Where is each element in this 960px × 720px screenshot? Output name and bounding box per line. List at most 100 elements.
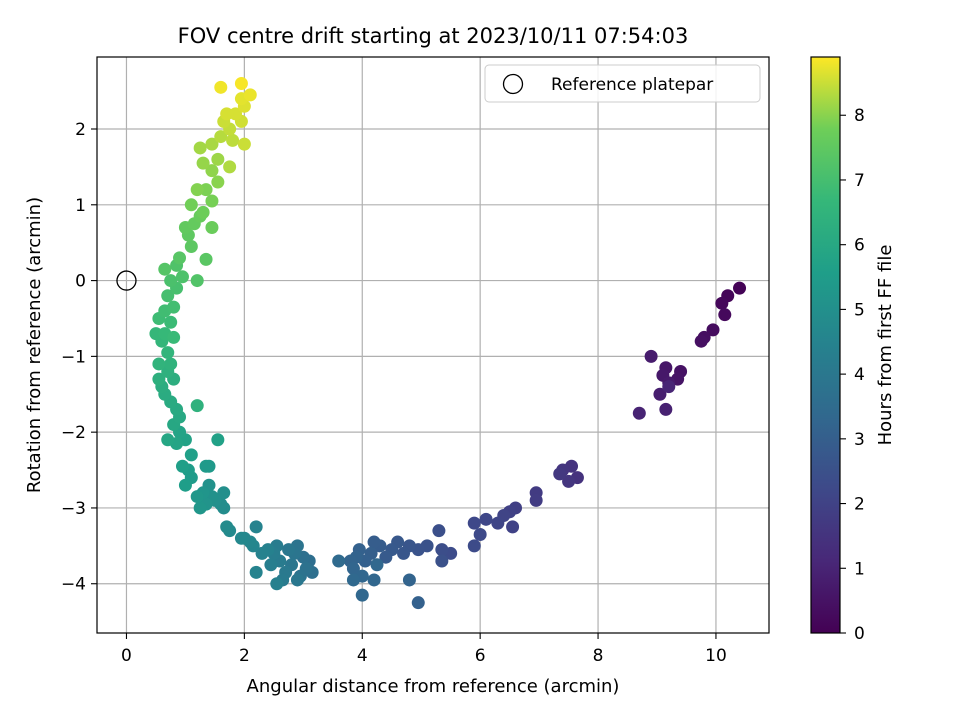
- data-point: [402, 573, 416, 587]
- x-tick-label: 0: [121, 646, 132, 666]
- y-tick-label: −2: [61, 423, 86, 443]
- legend: Reference platepar: [484, 64, 761, 103]
- data-point: [152, 372, 166, 386]
- legend-marker: [502, 73, 524, 95]
- data-point: [379, 550, 393, 564]
- x-tick-label: 2: [239, 646, 250, 666]
- data-point: [223, 160, 237, 174]
- data-point: [205, 137, 219, 151]
- data-point: [220, 107, 234, 121]
- data-point: [199, 459, 213, 473]
- data-point: [220, 520, 234, 534]
- data-point: [173, 251, 187, 265]
- colorbar: [811, 57, 840, 633]
- y-axis-ticks: −4 −3 −2 −1 0 1 2: [61, 120, 97, 595]
- data-point: [632, 406, 646, 420]
- data-point: [167, 330, 181, 344]
- y-tick-label: 1: [75, 196, 86, 216]
- data-point: [562, 474, 576, 488]
- colorbar-tick-label: 6: [854, 236, 865, 256]
- data-point: [237, 137, 251, 151]
- x-tick-label: 6: [475, 646, 486, 666]
- data-point: [733, 281, 747, 295]
- data-point: [644, 349, 658, 363]
- data-point: [184, 198, 198, 212]
- data-point: [211, 175, 225, 189]
- data-point: [397, 546, 411, 560]
- data-point: [694, 334, 708, 348]
- data-point: [370, 558, 384, 572]
- data-point: [161, 433, 175, 447]
- colorbar-frame: [810, 56, 841, 634]
- legend-box: [484, 64, 761, 103]
- data-point: [196, 156, 210, 170]
- colorbar-tick-label: 1: [854, 559, 865, 579]
- data-point: [234, 77, 248, 91]
- x-axis-label: Angular distance from reference (arcmin): [247, 676, 620, 697]
- data-point: [249, 565, 263, 579]
- data-point: [152, 357, 166, 371]
- data-point: [190, 490, 204, 504]
- data-point: [662, 380, 676, 394]
- data-point: [553, 467, 567, 481]
- data-point: [190, 183, 204, 197]
- data-point: [659, 402, 673, 416]
- data-point: [290, 573, 304, 587]
- colorbar-label: Hours from first FF file: [875, 245, 896, 446]
- data-point: [234, 531, 248, 545]
- data-point: [178, 478, 192, 492]
- colorbar-tick-label: 2: [854, 495, 865, 515]
- data-point: [491, 516, 505, 530]
- data-point: [249, 520, 263, 534]
- data-point: [205, 221, 219, 235]
- scatter-points: [149, 77, 747, 610]
- data-point: [506, 520, 520, 534]
- data-point: [175, 270, 189, 284]
- data-point: [653, 387, 667, 401]
- x-tick-label: 8: [593, 646, 604, 666]
- data-point: [214, 80, 228, 94]
- data-point: [199, 252, 213, 266]
- y-axis-label: Rotation from reference (arcmin): [24, 197, 45, 493]
- data-point: [706, 323, 720, 337]
- data-point: [217, 486, 231, 500]
- data-point: [529, 493, 543, 507]
- data-point: [226, 133, 240, 147]
- data-point: [435, 543, 449, 557]
- data-point: [355, 588, 369, 602]
- data-point: [184, 448, 198, 462]
- data-point: [196, 205, 210, 219]
- chart-title: FOV centre drift starting at 2023/10/11 …: [178, 24, 689, 48]
- reference-platepar-marker: [116, 270, 137, 291]
- colorbar-tick-label: 3: [854, 430, 865, 450]
- data-point: [467, 516, 481, 530]
- data-point: [161, 289, 175, 303]
- data-point: [193, 501, 207, 515]
- data-point: [467, 539, 481, 553]
- data-point: [270, 577, 284, 591]
- x-axis-ticks: 0 2 4 6 8 10: [121, 633, 727, 666]
- data-point: [190, 274, 204, 288]
- data-point: [479, 512, 493, 526]
- data-point: [715, 296, 729, 310]
- data-point: [175, 459, 189, 473]
- data-point: [184, 239, 198, 253]
- data-point: [255, 546, 269, 560]
- data-point: [367, 573, 381, 587]
- data-point: [264, 558, 278, 572]
- data-point: [346, 573, 360, 587]
- data-point: [190, 399, 204, 413]
- data-point: [164, 357, 178, 371]
- data-point: [435, 554, 449, 568]
- data-point: [718, 308, 732, 322]
- colorbar-ticks: 0 1 2 3 4 5 6 7 8: [840, 106, 865, 644]
- colorbar-tick-label: 8: [854, 106, 865, 126]
- data-point: [211, 433, 225, 447]
- colorbar-tick-label: 7: [854, 171, 865, 191]
- data-point: [211, 152, 225, 166]
- data-point: [205, 194, 219, 208]
- x-tick-label: 4: [357, 646, 368, 666]
- y-tick-label: −1: [61, 347, 86, 367]
- data-point: [158, 262, 172, 276]
